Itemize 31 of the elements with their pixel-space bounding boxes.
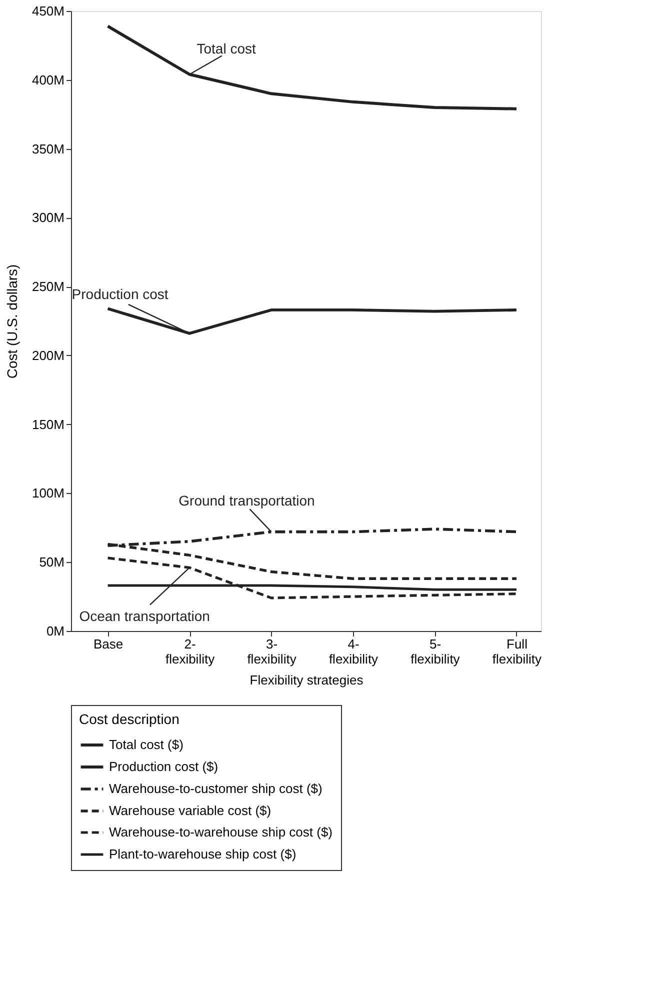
- y-tick-label: 100M: [32, 486, 64, 501]
- x-tick-label: 4- flexibility: [328, 636, 379, 666]
- x-tick-label: 5- flexibility: [410, 636, 460, 666]
- x-tick-label: 2- flexibility: [165, 636, 216, 666]
- legend-title: Cost description: [79, 711, 180, 727]
- legend-label: Warehouse-to-customer ship cost ($): [109, 781, 322, 796]
- x-axis-title: Flexibility strategies: [250, 672, 364, 688]
- y-tick-label: 400M: [32, 72, 64, 88]
- x-tick-label: Full flexibility: [492, 636, 542, 666]
- y-tick-label: 450M: [32, 4, 64, 18]
- y-tick-label: 200M: [32, 348, 64, 363]
- y-tick-label: 50M: [39, 554, 64, 570]
- x-tick-label: 3- flexibility: [247, 636, 297, 666]
- y-tick-label: 300M: [32, 210, 64, 226]
- y-tick-label: 350M: [32, 141, 64, 156]
- annotation: Total cost: [196, 40, 256, 57]
- legend-label: Production cost ($): [109, 759, 218, 774]
- legend-label: Warehouse-to-warehouse ship cost ($): [109, 824, 333, 840]
- x-tick-label: Base: [93, 636, 124, 652]
- legend-label: Total cost ($): [109, 737, 184, 752]
- y-tick-label: 250M: [32, 279, 64, 294]
- y-axis-title: Cost (U.S. dollars): [4, 264, 20, 379]
- legend-label: Warehouse variable cost ($): [109, 803, 272, 818]
- y-tick-label: 150M: [32, 416, 64, 432]
- annotation: Ocean transportation: [79, 608, 210, 624]
- annotation: Production cost: [72, 286, 168, 302]
- y-tick-label: 0M: [46, 624, 64, 638]
- line-series: [106, 307, 518, 335]
- legend-label: Plant-to-warehouse ship cost ($): [109, 846, 296, 862]
- line-series: [106, 24, 518, 110]
- annotation: Ground transportation: [178, 492, 315, 508]
